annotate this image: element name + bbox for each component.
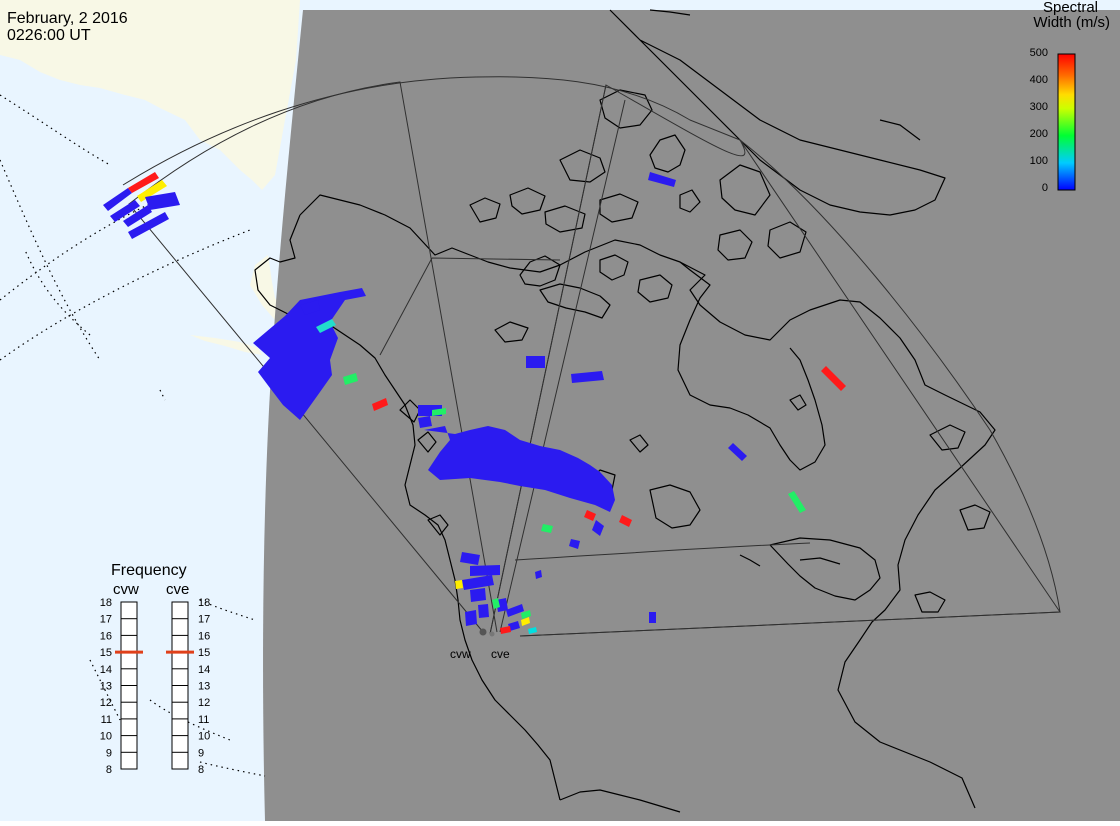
radar-return-cell: [470, 588, 486, 602]
cve-frequency-tick: 15: [198, 647, 210, 659]
radar-return-cell: [521, 610, 531, 619]
colorbar-tick-label: 100: [1030, 155, 1048, 167]
cvw-frequency-tick: 14: [100, 664, 112, 676]
radar-return-cell: [462, 575, 494, 590]
cvw-frequency-tick: 15: [100, 647, 112, 659]
radar-return-cell: [424, 426, 615, 512]
cvw-frequency-tick: 17: [100, 614, 112, 626]
radar-return-cell: [455, 580, 463, 589]
radar-return-cell: [569, 539, 580, 549]
radar-return-cell: [253, 288, 366, 420]
cve-frequency-tick: 10: [198, 731, 210, 743]
frequency-col-cvw: cvw: [113, 581, 139, 598]
radar-return-cell: [465, 610, 477, 626]
radar-return-cell: [343, 373, 358, 385]
radar-return-cell: [649, 612, 656, 623]
radar-return-cell: [508, 621, 520, 631]
cvw-frequency-tick: 11: [101, 714, 112, 726]
radar-return-cell: [478, 604, 489, 618]
radar-return-cell: [110, 200, 140, 222]
radar-returns: [103, 172, 846, 634]
cve-frequency-tick: 18: [198, 597, 210, 609]
radar-return-cell: [821, 366, 846, 391]
frequency-title: Frequency: [111, 562, 187, 579]
cvw-frequency-tick: 9: [106, 747, 112, 759]
cvw-frequency-tick: 13: [100, 681, 112, 693]
radar-return-cell: [648, 172, 676, 187]
date-label: February, 2 2016: [7, 10, 128, 27]
radar-return-cell: [460, 552, 480, 565]
radar-return-cell: [128, 172, 159, 193]
radar-return-cell: [541, 524, 553, 533]
radar-return-cell: [535, 570, 542, 579]
cve-frequency-tick: 12: [198, 697, 210, 709]
cvw-frequency-tick: 12: [100, 697, 112, 709]
colorbar-title-line2: Width (m/s): [1033, 14, 1110, 31]
cve-frequency-tick: 17: [198, 614, 210, 626]
radar-return-cell: [521, 617, 530, 626]
radar-return-cell: [788, 491, 806, 513]
cve-fov: [489, 84, 1061, 637]
colorbar-tick-label: 300: [1030, 101, 1048, 113]
cve-site-label: cve: [491, 647, 510, 661]
cvw-site-label: cvw: [450, 647, 471, 661]
radar-return-cell: [492, 598, 500, 609]
frequency-panel: Frequency cvw cve 18 17 16 15 14 13 12 11 10 9 8 18…: [100, 562, 211, 776]
radar-return-cell: [584, 510, 596, 521]
radar-return-cell: [470, 565, 500, 576]
radar-return-cell: [145, 192, 180, 210]
radar-return-cell: [372, 398, 388, 411]
aleutian-sunlit-land: [190, 335, 262, 355]
radar-sites: cvw cve: [450, 628, 510, 661]
colorbar-tick-label: 0: [1042, 182, 1048, 194]
cve-frequency-tick: 11: [198, 714, 209, 726]
cve-frequency-tick: 9: [198, 747, 204, 759]
radar-return-cell: [103, 188, 132, 211]
radar-return-cell: [506, 604, 524, 617]
colorbar-gradient: [1057, 53, 1076, 191]
radar-return-cell: [137, 180, 167, 202]
radar-return-cell: [418, 416, 432, 428]
cvw-frequency-tick: 16: [100, 630, 112, 642]
cvw-frequency-tick: 18: [100, 597, 112, 609]
cve-frequency-tick: 13: [198, 681, 210, 693]
cve-frequency-tick: 8: [198, 764, 204, 776]
cve-frequency-tick: 14: [198, 664, 210, 676]
spectral-width-colorbar: Spectral Width (m/s) 500 400 300 200 100 0: [1030, 0, 1110, 194]
frequency-col-cve: cve: [166, 581, 189, 598]
radar-return-cell: [526, 356, 545, 368]
radar-return-cell: [571, 371, 604, 383]
radar-return-cell: [300, 300, 320, 315]
colorbar-tick-label: 400: [1030, 74, 1048, 86]
colorbar-tick-label: 500: [1030, 47, 1048, 59]
radar-return-cell: [592, 520, 604, 536]
radar-return-cell: [528, 627, 537, 634]
colorbar-title-line1: Spectral: [1043, 0, 1098, 16]
radar-return-cell: [496, 598, 508, 612]
colorbar-tick-label: 200: [1030, 128, 1048, 140]
night-region: [263, 10, 1120, 821]
radar-return-cell: [728, 443, 747, 461]
radar-return-cell: [619, 515, 632, 527]
cve-site-marker: [489, 631, 495, 637]
radar-return-cell: [432, 408, 446, 416]
asia-land: [0, 0, 300, 190]
radar-return-cell: [316, 319, 336, 333]
cve-frequency-tick: 16: [198, 630, 210, 642]
cvw-frequency-tick: 10: [100, 731, 112, 743]
radar-return-cell: [500, 626, 511, 634]
time-label: 0226:00 UT: [7, 27, 91, 44]
radar-return-cell: [128, 212, 169, 239]
cvw-frequency-tick: 8: [106, 764, 112, 776]
cvw-site-marker: [479, 628, 487, 636]
radar-return-cell: [123, 205, 152, 227]
